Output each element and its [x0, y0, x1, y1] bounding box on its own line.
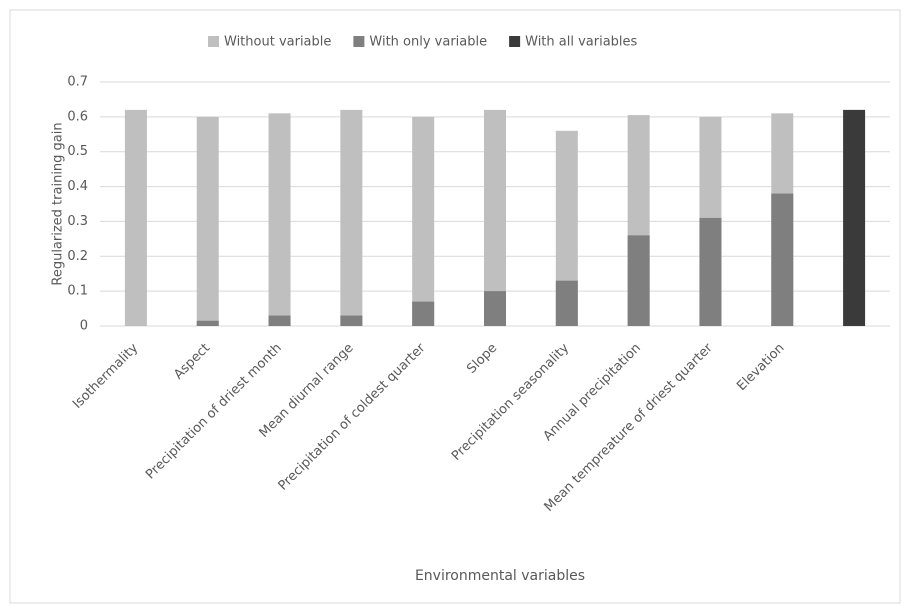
- bar: [268, 113, 291, 326]
- bar: [268, 315, 291, 326]
- legend-swatch: [208, 36, 219, 47]
- y-tick-label: 0.2: [67, 249, 88, 264]
- y-tick-label: 0.6: [67, 109, 88, 124]
- bar: [555, 280, 578, 326]
- bar: [340, 109, 363, 326]
- bar: [412, 116, 435, 326]
- legend-swatch: [509, 36, 521, 47]
- y-tick-label: 0.7: [67, 75, 88, 90]
- bar: [484, 109, 506, 326]
- bar: [340, 315, 363, 326]
- legend-label: With all variables: [525, 35, 637, 50]
- y-tick-label: 0.4: [67, 179, 88, 194]
- bar: [124, 109, 147, 326]
- y-tick-label: 0: [80, 319, 88, 334]
- legend-label: Without variable: [224, 35, 331, 50]
- y-tick-label: 0.3: [67, 214, 88, 229]
- bar: [412, 301, 435, 326]
- bar: [699, 217, 722, 326]
- bar: [555, 130, 578, 326]
- x-axis-title: Environmental variables: [415, 568, 585, 584]
- bar: [771, 193, 794, 326]
- y-tick-label: 0.1: [67, 284, 88, 299]
- y-axis-title: Regularized training gain: [51, 122, 66, 285]
- bar: [196, 116, 219, 326]
- chart-frame: [9, 9, 901, 604]
- bar: [627, 235, 650, 326]
- bar: [843, 109, 866, 326]
- legend-swatch: [353, 36, 365, 47]
- legend-label: With only variable: [369, 35, 487, 50]
- bar: [484, 291, 506, 326]
- bar: [196, 320, 219, 326]
- y-tick-label: 0.5: [67, 144, 88, 159]
